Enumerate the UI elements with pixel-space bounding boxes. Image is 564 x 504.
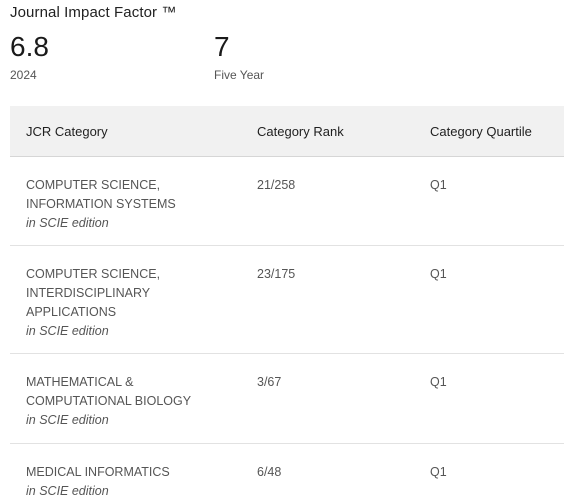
category-name: MATHEMATICAL & COMPUTATIONAL BIOLOGY (26, 375, 192, 408)
category-quartile: Q1 (430, 465, 447, 479)
category-edition: in SCIE edition (26, 216, 109, 230)
table-row: MATHEMATICAL & COMPUTATIONAL BIOLOGY in … (10, 354, 564, 444)
five-year-jif-label: Five Year (214, 68, 265, 82)
category-rank: 21/258 (257, 178, 296, 192)
category-rank: 23/175 (257, 267, 296, 281)
category-cell: MEDICAL INFORMATICS in SCIE edition (26, 463, 170, 501)
table-row: COMPUTER SCIENCE, INFORMATION SYSTEMS in… (10, 157, 564, 246)
category-rank: 3/67 (257, 375, 282, 389)
journal-impact-factor-title: Journal Impact Factor ™ (10, 4, 177, 21)
category-edition: in SCIE edition (26, 484, 109, 498)
table-row: MEDICAL INFORMATICS in SCIE edition 6/48… (10, 444, 564, 504)
five-year-jif-metric: 7 Five Year (214, 31, 264, 82)
category-cell: COMPUTER SCIENCE, INTERDISCIPLINARY APPL… (26, 265, 160, 341)
category-cell: MATHEMATICAL & COMPUTATIONAL BIOLOGY in … (26, 373, 191, 430)
jif-metric: 6.8 2024 (10, 31, 49, 82)
category-edition: in SCIE edition (26, 324, 109, 338)
column-header-category-quartile[interactable]: Category Quartile (430, 124, 532, 139)
category-name: MEDICAL INFORMATICS (26, 465, 170, 479)
category-quartile: Q1 (430, 267, 447, 281)
category-edition: in SCIE edition (26, 413, 109, 427)
category-rank: 6/48 (257, 465, 282, 479)
category-cell: COMPUTER SCIENCE, INFORMATION SYSTEMS in… (26, 176, 176, 233)
jif-year-label: 2024 (10, 68, 37, 82)
category-name: COMPUTER SCIENCE, INTERDISCIPLINARY APPL… (26, 267, 161, 319)
column-header-jcr-category[interactable]: JCR Category (26, 124, 108, 139)
jcr-category-table: JCR Category Category Rank Category Quar… (10, 106, 564, 504)
table-row: COMPUTER SCIENCE, INTERDISCIPLINARY APPL… (10, 246, 564, 354)
category-name: COMPUTER SCIENCE, INFORMATION SYSTEMS (26, 178, 176, 211)
five-year-jif-value: 7 (214, 31, 230, 62)
table-header: JCR Category Category Rank Category Quar… (10, 106, 564, 157)
category-quartile: Q1 (430, 375, 447, 389)
column-header-category-rank[interactable]: Category Rank (257, 124, 344, 139)
jif-value: 6.8 (10, 31, 49, 62)
category-quartile: Q1 (430, 178, 447, 192)
